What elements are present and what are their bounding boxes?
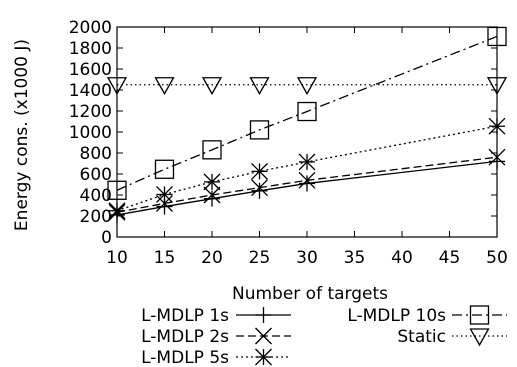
data-point-series-5 (201, 77, 223, 96)
data-point-series-3 (203, 173, 221, 191)
y-tick-label: 800 (80, 144, 112, 164)
data-point-series-5 (486, 77, 508, 96)
x-tick-label: 10 (106, 248, 128, 268)
data-point-series-4 (249, 120, 270, 140)
x-tick-label: 50 (486, 248, 508, 268)
data-point-series-2 (203, 186, 221, 204)
x-tick-label: 30 (296, 248, 318, 268)
y-tick-label: 1000 (69, 123, 112, 143)
data-point-series-1 (489, 153, 505, 170)
legend-label-4: L-MDLP 10s (347, 306, 446, 326)
y-axis-label: Energy cons. (x1000 J) (12, 39, 32, 231)
data-point-series-3 (488, 117, 506, 135)
y-tick-label: 1600 (69, 60, 112, 80)
legend-marker-1 (255, 307, 272, 323)
data-point-series-2 (298, 171, 316, 189)
data-point-series-4 (154, 159, 175, 179)
legend-marker-5 (469, 328, 490, 347)
y-tick-label: 2000 (69, 18, 112, 38)
data-point-series-5 (249, 77, 270, 96)
y-tick-label: 200 (80, 207, 112, 227)
legend-marker-3 (255, 348, 272, 366)
data-point-series-5 (154, 77, 175, 96)
y-tick-label: 1800 (69, 39, 112, 59)
data-point-series-3 (156, 186, 173, 203)
data-point-series-3 (251, 162, 268, 180)
x-tick-label: 15 (154, 248, 176, 268)
data-point-series-1 (299, 175, 315, 192)
data-point-series-1 (204, 190, 220, 207)
data-point-series-5 (296, 77, 318, 96)
data-point-series-4 (487, 26, 507, 47)
y-tick-label: 1200 (69, 102, 112, 122)
y-tick-label: 600 (80, 165, 112, 185)
series-line-1 (116, 160, 498, 216)
y-tick-label: 1400 (69, 81, 112, 101)
series-line-4 (116, 35, 498, 191)
legend-marker-4 (469, 305, 490, 325)
data-point-series-5 (106, 77, 128, 96)
legend-marker-2 (255, 327, 272, 345)
data-point-series-4 (202, 140, 222, 160)
x-tick-label: 35 (344, 248, 366, 268)
legend: L-MDLP 1sL-MDLP 2sL-MDLP 5s L-MDLP 10sSta… (141, 305, 507, 367)
x-tick-label: 40 (391, 248, 413, 268)
series-line-2 (116, 156, 498, 213)
legend-label-3: L-MDLP 5s (141, 348, 229, 367)
data-point-series-2 (156, 194, 173, 212)
data-point-series-1 (251, 182, 268, 199)
x-tick-label: 45 (439, 248, 461, 268)
data-point-series-4 (107, 180, 127, 200)
x-tick-label: 20 (201, 248, 223, 268)
data-point-series-2 (251, 179, 268, 197)
legend-label-1: L-MDLP 1s (141, 306, 229, 326)
y-tick-label: 400 (80, 186, 112, 206)
y-tick-label: 0 (101, 228, 112, 248)
data-point-series-4 (297, 101, 317, 122)
legend-label-5: Static (397, 327, 446, 347)
x-tick-label: 25 (249, 248, 271, 268)
data-point-series-2 (488, 148, 506, 166)
data-point-series-3 (298, 153, 316, 171)
series-line-3 (116, 125, 498, 212)
legend-label-2: L-MDLP 2s (141, 327, 229, 347)
data-point-series-3 (108, 202, 126, 220)
x-axis-label: Number of targets (232, 284, 388, 304)
